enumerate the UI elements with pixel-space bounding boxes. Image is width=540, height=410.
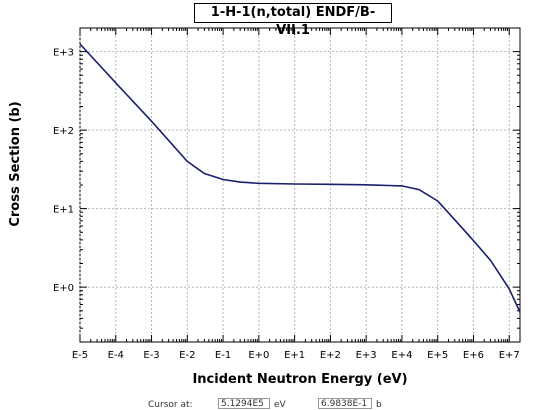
y-tick-label: E+0 (53, 283, 74, 294)
x-tick-label: E+5 (427, 350, 448, 361)
y-tick-label: E+2 (53, 126, 74, 137)
x-tick-label: E+4 (391, 350, 412, 361)
y-tick-label: E+1 (53, 205, 74, 216)
y-tick-label: E+3 (53, 48, 74, 59)
cursor-y-field[interactable]: 6.9838E-1 (318, 398, 372, 409)
plot-area (79, 27, 521, 343)
y-axis-label: Cross Section (b) (8, 101, 23, 226)
x-tick-label: E-3 (143, 350, 159, 361)
chart-title: 1-H-1(n,total) ENDF/B-VII.1 (194, 3, 392, 38)
x-tick-label: E+2 (320, 350, 341, 361)
cursor-label: Cursor at: (148, 400, 193, 410)
series-line (79, 43, 521, 313)
cursor-x-unit: eV (274, 400, 286, 410)
x-tick-label: E+7 (499, 350, 520, 361)
status-bar: Cursor at: 5.1294E5 eV 6.9838E-1 b (0, 398, 540, 410)
x-tick-label: E+0 (248, 350, 269, 361)
x-tick-label: E-1 (215, 350, 231, 361)
cursor-x-field[interactable]: 5.1294E5 (218, 398, 270, 409)
x-tick-label: E+6 (463, 350, 484, 361)
x-tick-label: E-5 (72, 350, 88, 361)
x-tick-label: E-2 (179, 350, 195, 361)
x-tick-label: E-4 (108, 350, 124, 361)
x-tick-label: E+1 (284, 350, 305, 361)
x-tick-label: E+3 (356, 350, 377, 361)
x-axis-label: Incident Neutron Energy (eV) (192, 372, 407, 387)
cursor-y-unit: b (376, 400, 382, 410)
